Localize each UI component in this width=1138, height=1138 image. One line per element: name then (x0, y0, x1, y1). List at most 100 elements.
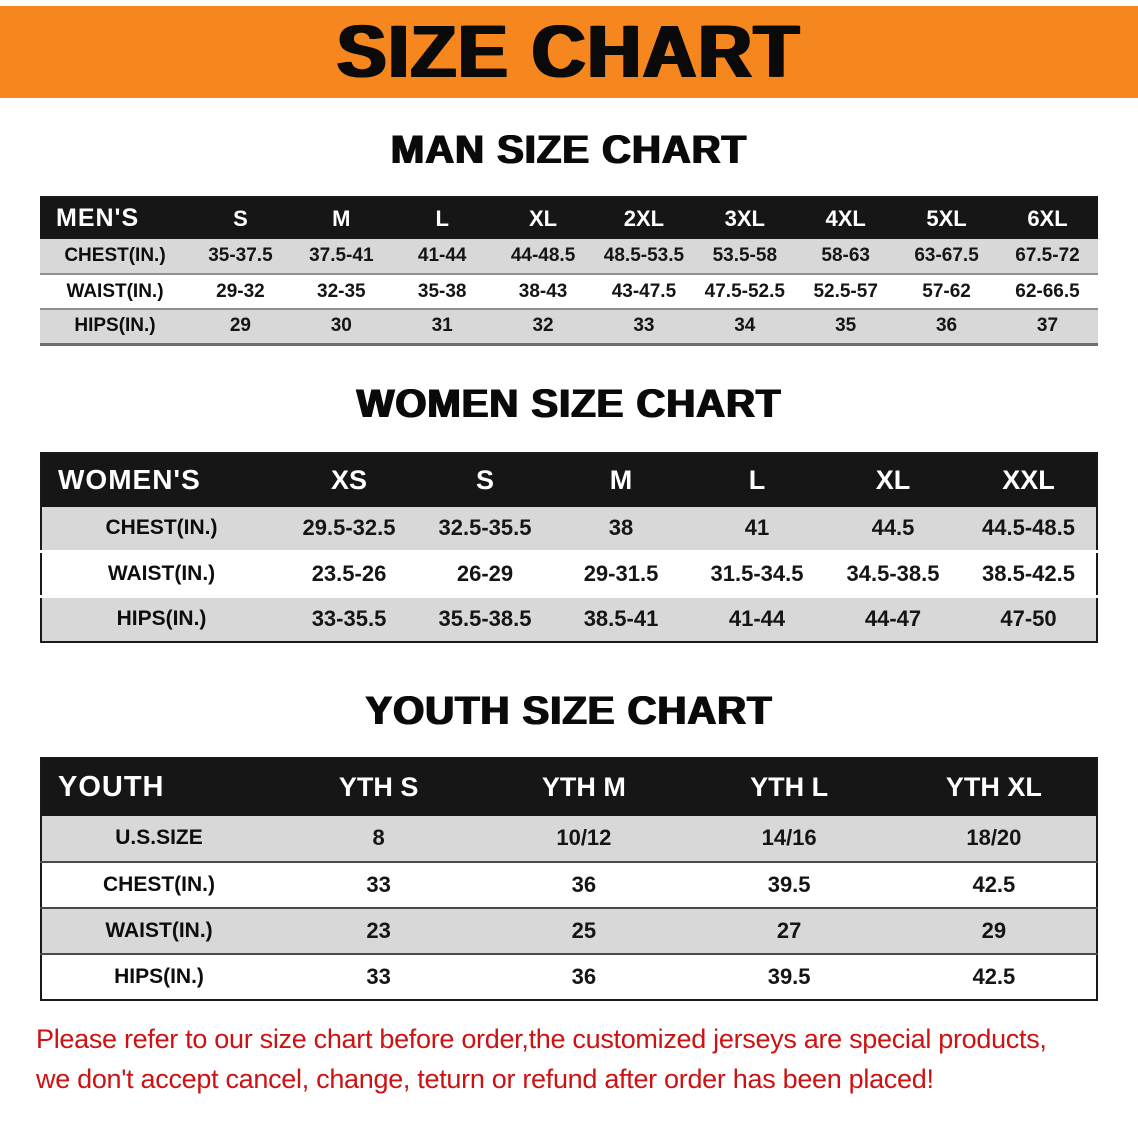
size-value-cell: 32.5-35.5 (438, 515, 532, 541)
size-value-cell: 58-63 (821, 245, 870, 266)
row-label: HIPS(IN.) (74, 315, 156, 337)
size-value-cell: 47.5-52.5 (704, 280, 785, 302)
size-column-header: L (391, 197, 493, 239)
men-header-row: MEN'S S M L XL 2XL 3XL 4XL 5XL 6XL (40, 197, 1098, 239)
size-value-cell: 35-38 (417, 280, 467, 302)
size-column-header: L (689, 452, 825, 507)
size-column-header: M (290, 197, 392, 239)
youth-size-table: YOUTH YTH S YTH M YTH L YTH XL U.S.SIZE 8 10/12… (40, 756, 1098, 1001)
measurement-row: CHEST(IN.) 35-37.5 37.5-41 41-44 44-48.5 48.5… (40, 239, 1098, 274)
size-value-cell: 30 (330, 315, 352, 337)
women-table-body: CHEST(IN.) 29.5-32.5 32.5-35.5 38 41 44.5 44.5… (41, 506, 1097, 642)
size-value-cell: 57-62 (922, 280, 971, 302)
notice-line-2: we don't accept cancel, change, teturn o… (36, 1064, 934, 1094)
row-label: CHEST(IN.) (103, 872, 215, 896)
size-value-cell: 41 (744, 515, 770, 541)
size-value-cell: 18/20 (966, 825, 1022, 850)
size-value-cell: 10/12 (556, 825, 612, 850)
measurement-row: HIPS(IN.) 33 36 39.5 42.5 (41, 953, 1097, 1000)
size-value-cell: 27 (776, 917, 802, 943)
size-chart-page: SIZE CHART MAN SIZE CHART MEN'S S M L XL 2XL 3X… (0, 6, 1138, 1100)
size-value-cell: 37 (1036, 315, 1059, 337)
banner-title: SIZE CHART (337, 10, 801, 93)
size-value-cell: 41-44 (728, 606, 786, 632)
women-group-label: WOMEN'S (41, 452, 281, 507)
size-column-header: 6XL (997, 197, 1098, 239)
size-value-cell: 36 (935, 315, 958, 337)
size-value-cell: 33 (366, 963, 391, 989)
size-value-cell: 25 (571, 917, 597, 943)
size-value-cell: 29 (981, 917, 1007, 943)
size-value-cell: 39.5 (767, 963, 811, 989)
size-value-cell: 32 (532, 315, 554, 337)
size-value-cell: 48.5-53.5 (603, 245, 685, 266)
size-value-cell: 26-29 (456, 561, 514, 586)
measurement-row: WAIST(IN.) 29-32 32-35 35-38 38-43 43-47.5 47.… (40, 274, 1098, 309)
row-label: WAIST(IN.) (105, 918, 213, 942)
women-table-head: WOMEN'S XS S M L XL XXL (41, 452, 1097, 507)
measurement-row: HIPS(IN.) 29 30 31 32 33 34 35 36 37 (40, 309, 1098, 344)
size-value-cell: 31.5-34.5 (710, 561, 804, 586)
size-value-cell: 44-47 (864, 606, 922, 632)
size-column-header: YTH S (276, 757, 482, 816)
row-label: HIPS(IN.) (116, 607, 207, 631)
size-column-header: 3XL (694, 197, 796, 239)
men-section: MAN SIZE CHART MEN'S S M L XL 2XL 3XL 4XL 5XL 6XL C… (0, 128, 1138, 346)
size-value-cell: 53.5-58 (712, 245, 778, 266)
size-value-cell: 35 (835, 315, 857, 337)
size-value-cell: 39.5 (767, 871, 811, 897)
measurement-row: CHEST(IN.) 33 36 39.5 42.5 (41, 861, 1097, 908)
men-group-label: MEN'S (40, 197, 190, 239)
size-value-cell: 29-32 (216, 280, 265, 302)
size-column-header: 5XL (896, 197, 997, 239)
size-value-cell: 52.5-57 (813, 280, 878, 302)
row-label: CHEST(IN.) (105, 516, 218, 540)
size-column-header: S (190, 197, 291, 239)
size-chart-sections: MAN SIZE CHART MEN'S S M L XL 2XL 3XL 4XL 5XL 6XL C… (0, 128, 1138, 1001)
size-value-cell: 47-50 (1000, 606, 1057, 632)
size-column-header: S (417, 452, 553, 507)
size-value-cell: 34 (734, 315, 756, 337)
size-value-cell: 35-37.5 (208, 245, 273, 266)
size-column-header: XS (281, 452, 417, 507)
size-value-cell: 8 (372, 825, 385, 850)
men-table-body: CHEST(IN.) 35-37.5 37.5-41 41-44 44-48.5 48.5… (40, 239, 1098, 344)
men-section-heading: MAN SIZE CHART (390, 128, 748, 172)
size-value-cell: 23 (366, 917, 391, 943)
size-value-cell: 63-67.5 (914, 245, 979, 266)
row-label: HIPS(IN.) (114, 964, 204, 988)
youth-table-body: U.S.SIZE 8 10/12 14/16 18/20 CHEST(IN.) 33 36 39… (41, 815, 1097, 1000)
size-value-cell: 29-31.5 (583, 561, 659, 586)
measurement-row: HIPS(IN.) 33-35.5 35.5-38.5 38.5-41 41-44 44-… (41, 596, 1097, 642)
notice-line-1: Please refer to our size chart before or… (36, 1023, 1047, 1054)
size-value-cell: 34.5-38.5 (846, 561, 940, 586)
size-value-cell: 33-35.5 (311, 606, 387, 632)
youth-table-head: YOUTH YTH S YTH M YTH L YTH XL (41, 757, 1097, 816)
footer-notice: Please refer to our size chart before or… (0, 1019, 1138, 1100)
size-value-cell: 37.5-41 (309, 245, 374, 266)
row-label: CHEST(IN.) (64, 245, 166, 266)
size-value-cell: 31 (431, 315, 453, 337)
size-column-header: YTH XL (891, 757, 1097, 816)
size-value-cell: 62-66.5 (1015, 280, 1080, 302)
size-value-cell: 14/16 (761, 825, 817, 850)
size-value-cell: 38-43 (518, 280, 568, 302)
size-column-header: YTH M (481, 757, 687, 816)
row-label: WAIST(IN.) (66, 280, 164, 302)
measurement-row: U.S.SIZE 8 10/12 14/16 18/20 (41, 815, 1097, 862)
size-value-cell: 42.5 (972, 963, 1016, 989)
size-value-cell: 23.5-26 (311, 561, 387, 586)
size-value-cell: 32-35 (317, 280, 366, 302)
women-section: WOMEN SIZE CHART WOMEN'S XS S M L XL XXL CHEST(I… (0, 382, 1138, 643)
size-value-cell: 38.5-41 (583, 606, 659, 632)
youth-header-row: YOUTH YTH S YTH M YTH L YTH XL (41, 757, 1097, 816)
women-header-row: WOMEN'S XS S M L XL XXL (41, 452, 1097, 507)
size-value-cell: 29 (229, 315, 251, 337)
measurement-row: WAIST(IN.) 23.5-26 26-29 29-31.5 31.5-34.5 34… (41, 551, 1097, 597)
size-value-cell: 67.5-72 (1015, 245, 1080, 266)
size-value-cell: 44-48.5 (510, 245, 576, 266)
size-value-cell: 33 (366, 871, 391, 897)
measurement-row: WAIST(IN.) 23 25 27 29 (41, 907, 1097, 954)
row-label: U.S.SIZE (115, 826, 203, 849)
size-value-cell: 42.5 (972, 871, 1016, 897)
